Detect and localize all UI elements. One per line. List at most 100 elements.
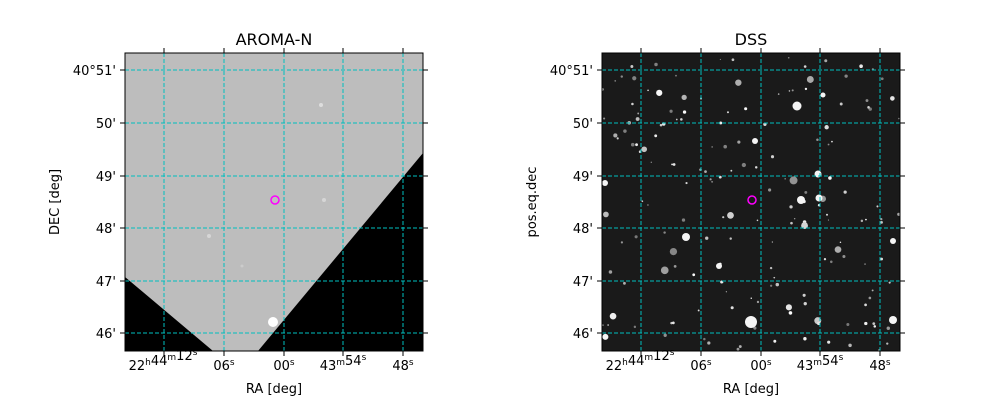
star (886, 326, 891, 330)
star (834, 246, 842, 253)
star (897, 212, 900, 216)
star (634, 235, 638, 239)
star (240, 264, 244, 268)
star (616, 137, 619, 140)
star (635, 143, 638, 147)
star (603, 211, 609, 218)
bright-star (602, 180, 608, 186)
star (641, 146, 648, 153)
star (872, 322, 876, 326)
star (830, 260, 833, 264)
star (602, 333, 609, 340)
star (793, 218, 796, 220)
star (703, 337, 706, 341)
star (620, 241, 624, 244)
star (827, 219, 830, 221)
star (672, 163, 676, 166)
y-axis-label: pos.eq.dec (525, 167, 540, 238)
star (848, 343, 852, 348)
tick-label: 06s (690, 358, 712, 374)
image-background (602, 53, 900, 351)
star (647, 89, 649, 92)
star (730, 306, 734, 310)
star (804, 190, 808, 194)
target-marker (747, 195, 757, 205)
star (737, 140, 741, 144)
bright-star (716, 263, 722, 269)
star (607, 324, 609, 326)
star (608, 270, 613, 274)
star (803, 65, 807, 68)
tick-label: 43m54s (320, 353, 367, 374)
tick-label: 06s (213, 358, 235, 374)
star (756, 219, 759, 222)
tick-label: 00s (750, 358, 772, 374)
bright-star (792, 101, 802, 111)
star (773, 339, 777, 343)
star (704, 170, 707, 174)
star (864, 303, 867, 307)
star (647, 204, 649, 206)
star (663, 231, 666, 234)
star (319, 103, 323, 107)
star (675, 74, 677, 77)
star (859, 64, 863, 69)
star (784, 178, 786, 180)
star (685, 181, 688, 185)
star (801, 222, 808, 229)
star (738, 345, 742, 348)
image (602, 53, 900, 351)
bright-star (820, 92, 826, 98)
star (268, 317, 278, 327)
star (890, 96, 895, 101)
star (886, 342, 889, 345)
star (623, 129, 627, 133)
axes-frame (124, 52, 424, 352)
star (635, 117, 640, 121)
panel-dss: 22h44m12s 06s 00s 43m54s 48s 40°51' 50' 49' 48' 4… (525, 30, 905, 397)
star (675, 118, 678, 121)
star (641, 200, 644, 203)
star (753, 326, 757, 330)
y-tick-label: 46' (96, 327, 116, 342)
star (787, 56, 790, 59)
star (864, 321, 868, 326)
star (654, 134, 658, 138)
star (707, 341, 711, 345)
y-axis-label: DEC [deg] (48, 169, 63, 235)
star (730, 169, 733, 172)
star (633, 325, 637, 329)
star (613, 133, 618, 138)
star (831, 140, 833, 143)
tick-label: 00s (273, 358, 295, 374)
star (826, 213, 829, 216)
star (864, 263, 866, 265)
star (609, 312, 617, 320)
y-tick-label: 47' (573, 275, 593, 290)
star (750, 297, 752, 299)
star (880, 77, 884, 81)
star (669, 109, 673, 113)
star (788, 311, 793, 315)
star (790, 221, 793, 225)
star (771, 241, 774, 243)
star (846, 323, 850, 327)
star (880, 257, 884, 261)
star (682, 110, 687, 114)
star (659, 123, 663, 127)
star (880, 217, 883, 221)
star (719, 58, 721, 61)
star (697, 309, 700, 312)
star (692, 273, 696, 277)
star (789, 205, 793, 209)
tick-label: 48s (392, 358, 414, 374)
x-axis-label: RA [deg] (723, 382, 779, 397)
star (755, 166, 758, 169)
star (860, 219, 864, 223)
star (839, 241, 842, 244)
star (777, 93, 780, 95)
star (816, 138, 819, 141)
star (623, 281, 626, 285)
star (867, 106, 870, 109)
star (865, 99, 869, 103)
